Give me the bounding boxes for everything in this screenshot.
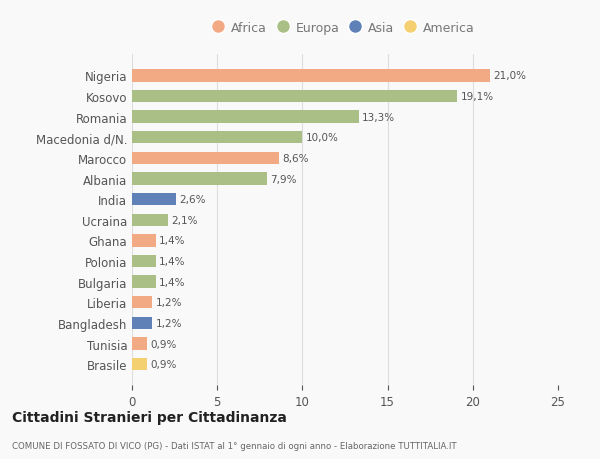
Bar xyxy=(132,317,152,330)
Text: Cittadini Stranieri per Cittadinanza: Cittadini Stranieri per Cittadinanza xyxy=(12,411,287,425)
Bar xyxy=(132,173,266,185)
Bar xyxy=(132,91,457,103)
Bar xyxy=(132,235,156,247)
Text: 10,0%: 10,0% xyxy=(306,133,338,143)
Bar xyxy=(132,338,148,350)
Text: 2,6%: 2,6% xyxy=(180,195,206,205)
Text: 1,2%: 1,2% xyxy=(156,318,182,328)
Text: 21,0%: 21,0% xyxy=(493,71,526,81)
Text: 1,4%: 1,4% xyxy=(159,277,186,287)
Text: 7,9%: 7,9% xyxy=(270,174,296,184)
Text: 8,6%: 8,6% xyxy=(282,154,308,163)
Bar xyxy=(132,152,278,165)
Bar xyxy=(132,358,148,370)
Bar xyxy=(132,70,490,83)
Bar xyxy=(132,132,302,144)
Text: 13,3%: 13,3% xyxy=(362,112,395,123)
Text: COMUNE DI FOSSATO DI VICO (PG) - Dati ISTAT al 1° gennaio di ogni anno - Elabora: COMUNE DI FOSSATO DI VICO (PG) - Dati IS… xyxy=(12,441,457,450)
Text: 0,9%: 0,9% xyxy=(151,339,177,349)
Text: 19,1%: 19,1% xyxy=(461,92,494,102)
Bar xyxy=(132,255,156,268)
Bar xyxy=(132,214,168,226)
Bar xyxy=(132,276,156,288)
Text: 0,9%: 0,9% xyxy=(151,359,177,369)
Bar xyxy=(132,297,152,309)
Bar xyxy=(132,194,176,206)
Text: 2,1%: 2,1% xyxy=(171,215,197,225)
Text: 1,4%: 1,4% xyxy=(159,236,186,246)
Text: 1,2%: 1,2% xyxy=(156,297,182,308)
Bar xyxy=(132,111,359,123)
Text: 1,4%: 1,4% xyxy=(159,257,186,267)
Legend: Africa, Europa, Asia, America: Africa, Europa, Asia, America xyxy=(215,22,475,34)
